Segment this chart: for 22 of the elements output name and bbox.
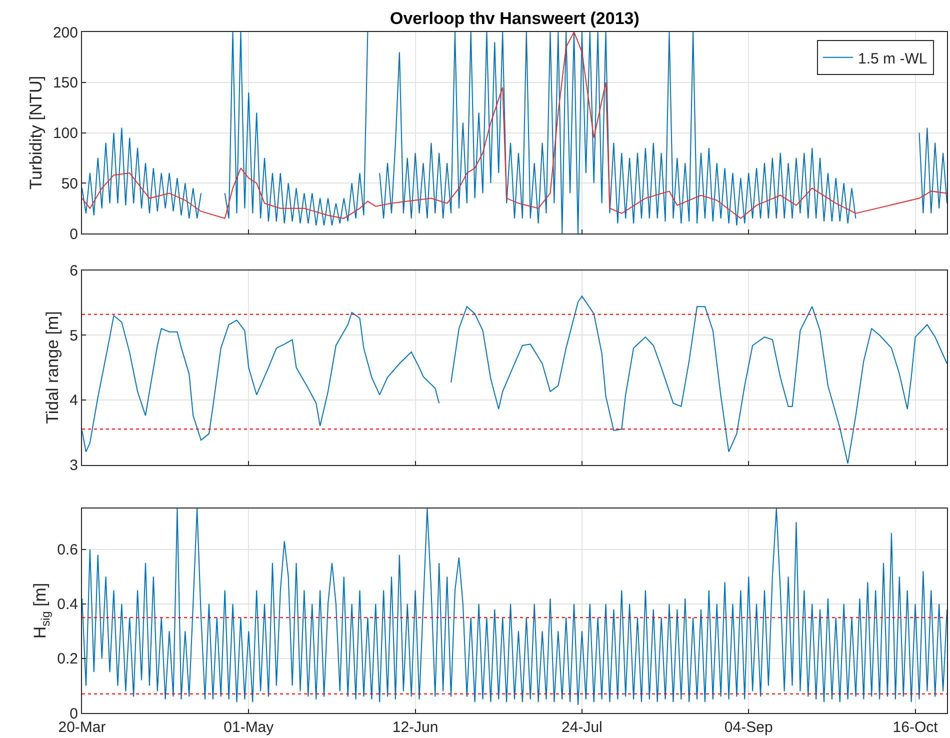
y-tick-label: 4 bbox=[70, 392, 78, 410]
y-tick-label: 100 bbox=[52, 125, 78, 142]
x-tick-label: 01-May bbox=[224, 719, 274, 736]
x-tick-label: 16-Oct bbox=[892, 719, 939, 736]
y-tick-label: 0.6 bbox=[57, 542, 78, 559]
y-tick-label: 200 bbox=[52, 24, 78, 42]
y-tick-label: 0.2 bbox=[57, 650, 78, 668]
y-axis-title: Tidal range [m] bbox=[43, 311, 62, 424]
line-series bbox=[82, 508, 947, 706]
y-tick-label: 0.4 bbox=[57, 596, 78, 614]
y-tick-label: 150 bbox=[52, 74, 78, 92]
y-tick-label: 3 bbox=[70, 457, 78, 474]
x-tick-label: 04-Sep bbox=[724, 719, 773, 736]
y-tick-label: 50 bbox=[61, 175, 78, 192]
legend-label: 1.5 m -WL bbox=[858, 50, 928, 68]
y-axis-title: Turbidity [NTU] bbox=[26, 76, 46, 190]
y-tick-label: 0 bbox=[70, 226, 78, 243]
y-tick-label: 6 bbox=[70, 262, 78, 280]
y-tick-label: 5 bbox=[70, 327, 78, 344]
x-tick-label: 24-Jul bbox=[562, 719, 602, 736]
chart-title: Overloop thv Hansweert (2013) bbox=[390, 9, 640, 28]
x-tick-label: 12-Jun bbox=[392, 719, 438, 736]
